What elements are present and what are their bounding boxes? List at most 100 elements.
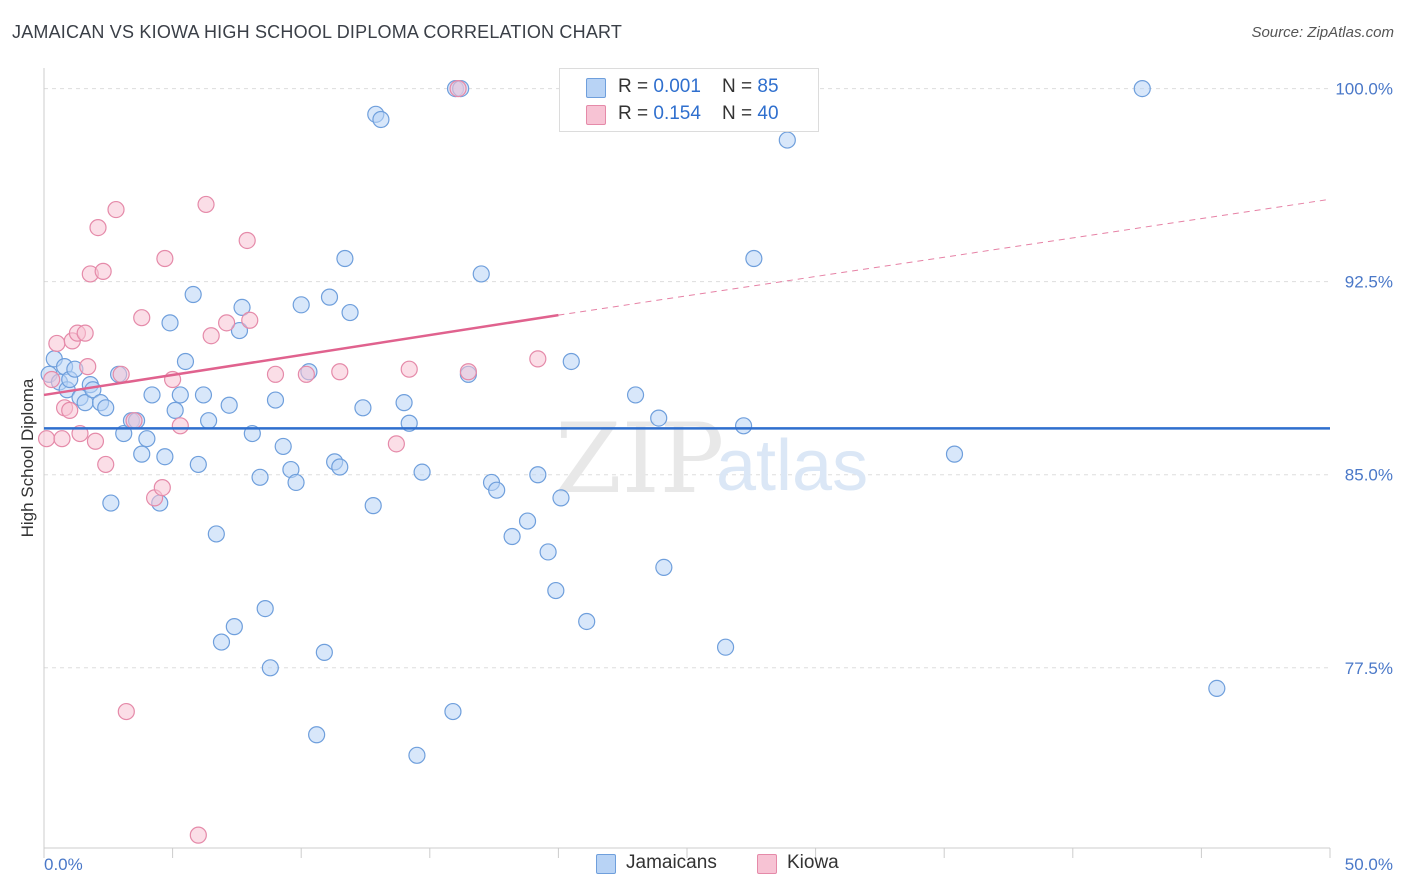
kiowa-point bbox=[449, 79, 467, 98]
kiowa-point bbox=[79, 358, 97, 376]
jamaicans-point bbox=[320, 288, 339, 306]
x-tick-label-min: 0.0% bbox=[44, 855, 83, 874]
kiowa-point bbox=[218, 314, 236, 332]
jamaicans-point bbox=[529, 466, 547, 484]
kiowa-point bbox=[133, 309, 151, 327]
watermark-atlas: atlas bbox=[716, 426, 868, 506]
y-tick-label: 92.5% bbox=[1345, 273, 1393, 292]
jamaicans-point bbox=[372, 110, 390, 129]
legend-text-jamaicans: R = 0.001 N = 85 bbox=[618, 76, 779, 98]
jamaicans-point bbox=[518, 512, 537, 530]
watermark-zip: ZIP bbox=[555, 403, 724, 515]
jamaicans-point bbox=[778, 131, 796, 149]
jamaicans-point bbox=[166, 401, 184, 419]
kiowa-point bbox=[529, 350, 547, 368]
jamaicans-point bbox=[547, 581, 565, 600]
jamaicans-point bbox=[220, 396, 238, 414]
jamaicans-point bbox=[274, 437, 292, 456]
jamaicans-point bbox=[395, 394, 413, 412]
jamaicans-point bbox=[1133, 79, 1151, 98]
jamaicans-point bbox=[444, 702, 462, 721]
jamaicans-point bbox=[207, 525, 225, 543]
jamaicans-point bbox=[133, 445, 151, 463]
chart-title: JAMAICAN VS KIOWA HIGH SCHOOL DIPLOMA CO… bbox=[12, 22, 623, 42]
jamaicans-point bbox=[200, 412, 218, 430]
kiowa-point bbox=[400, 360, 418, 378]
jamaicans-point bbox=[503, 527, 521, 546]
jamaicans-point bbox=[225, 618, 243, 636]
kiowa-point bbox=[387, 435, 405, 453]
jamaicans-point bbox=[734, 417, 753, 435]
legend-swatch-kiowa bbox=[586, 105, 606, 125]
legend-r-value: 0.154 bbox=[653, 103, 701, 124]
jamaicans-point bbox=[156, 448, 174, 466]
kiowa-point bbox=[189, 826, 207, 844]
jamaicans-point bbox=[655, 558, 673, 577]
jamaicans-point bbox=[413, 463, 431, 481]
chart-source: Source: ZipAtlas.com bbox=[1251, 24, 1394, 41]
jamaicans-point bbox=[251, 468, 269, 486]
kiowa-point bbox=[125, 412, 143, 430]
jamaicans-point bbox=[331, 458, 349, 476]
jamaicans-point bbox=[315, 643, 333, 661]
series-jamaicans bbox=[40, 79, 1226, 764]
y-tick-label: 77.5% bbox=[1345, 659, 1393, 678]
legend-n-value: 40 bbox=[757, 103, 779, 124]
watermark: ZIP atlas bbox=[555, 403, 868, 515]
kiowa-point bbox=[153, 479, 171, 497]
jamaicans-point bbox=[256, 599, 274, 618]
kiowa-point bbox=[48, 334, 66, 353]
kiowa-point bbox=[43, 370, 61, 389]
legend-swatch-jamaicans bbox=[596, 854, 616, 874]
kiowa-point bbox=[156, 249, 174, 268]
kiowa-point bbox=[331, 363, 349, 381]
jamaicans-point bbox=[233, 298, 251, 317]
jamaicans-point bbox=[143, 386, 161, 404]
correlation-legend: R = 0.001 N = 85 R = 0.154 N = 40 bbox=[559, 68, 819, 132]
jamaicans-point bbox=[176, 352, 195, 371]
jamaicans-point bbox=[266, 391, 285, 409]
jamaicans-point bbox=[562, 352, 580, 371]
jamaicans-point bbox=[97, 399, 115, 417]
kiowa-trend-extension bbox=[558, 198, 1331, 316]
kiowa-point bbox=[61, 401, 79, 419]
kiowa-point bbox=[76, 324, 94, 342]
legend-label-kiowa: Kiowa bbox=[787, 852, 839, 873]
jamaicans-point bbox=[364, 497, 382, 515]
kiowa-point bbox=[89, 219, 107, 237]
legend-label-jamaicans: Jamaicans bbox=[626, 852, 717, 873]
y-tick-labels: 100.0% 92.5% 85.0% 77.5% bbox=[1335, 80, 1393, 678]
jamaicans-point bbox=[578, 612, 596, 631]
jamaicans-point bbox=[745, 249, 763, 268]
jamaicans-point bbox=[354, 399, 372, 417]
grid-layer bbox=[44, 88, 1330, 669]
jamaicans-point bbox=[552, 489, 570, 507]
jamaicans-point bbox=[308, 726, 326, 744]
jamaicans-point bbox=[230, 321, 249, 340]
kiowa-point bbox=[297, 365, 315, 383]
y-tick-label: 100.0% bbox=[1335, 80, 1393, 99]
kiowa-point bbox=[37, 430, 56, 448]
jamaicans-point bbox=[194, 386, 213, 404]
series-legend: Jamaicans Kiowa bbox=[0, 851, 1406, 877]
y-axis-label: High School Diploma bbox=[18, 378, 37, 537]
legend-r-value: 0.001 bbox=[653, 76, 701, 97]
kiowa-point bbox=[97, 455, 115, 474]
trend-layer bbox=[43, 198, 1331, 430]
legend-text-kiowa: R = 0.154 N = 40 bbox=[618, 103, 779, 125]
kiowa-point bbox=[197, 195, 215, 214]
kiowa-point bbox=[241, 311, 259, 329]
jamaicans-point bbox=[488, 481, 506, 499]
jamaicans-point bbox=[472, 265, 490, 283]
legend-n-value: 85 bbox=[757, 76, 779, 97]
legend-r-label: R = bbox=[618, 103, 654, 124]
y-tick-label: 85.0% bbox=[1345, 466, 1393, 485]
kiowa-point bbox=[117, 702, 135, 721]
jamaicans-point bbox=[408, 746, 426, 764]
kiowa-point bbox=[53, 430, 71, 448]
jamaicans-point bbox=[650, 409, 668, 427]
jamaicans-point bbox=[539, 543, 557, 561]
jamaicans-point bbox=[716, 638, 735, 656]
kiowa-point bbox=[94, 262, 112, 280]
